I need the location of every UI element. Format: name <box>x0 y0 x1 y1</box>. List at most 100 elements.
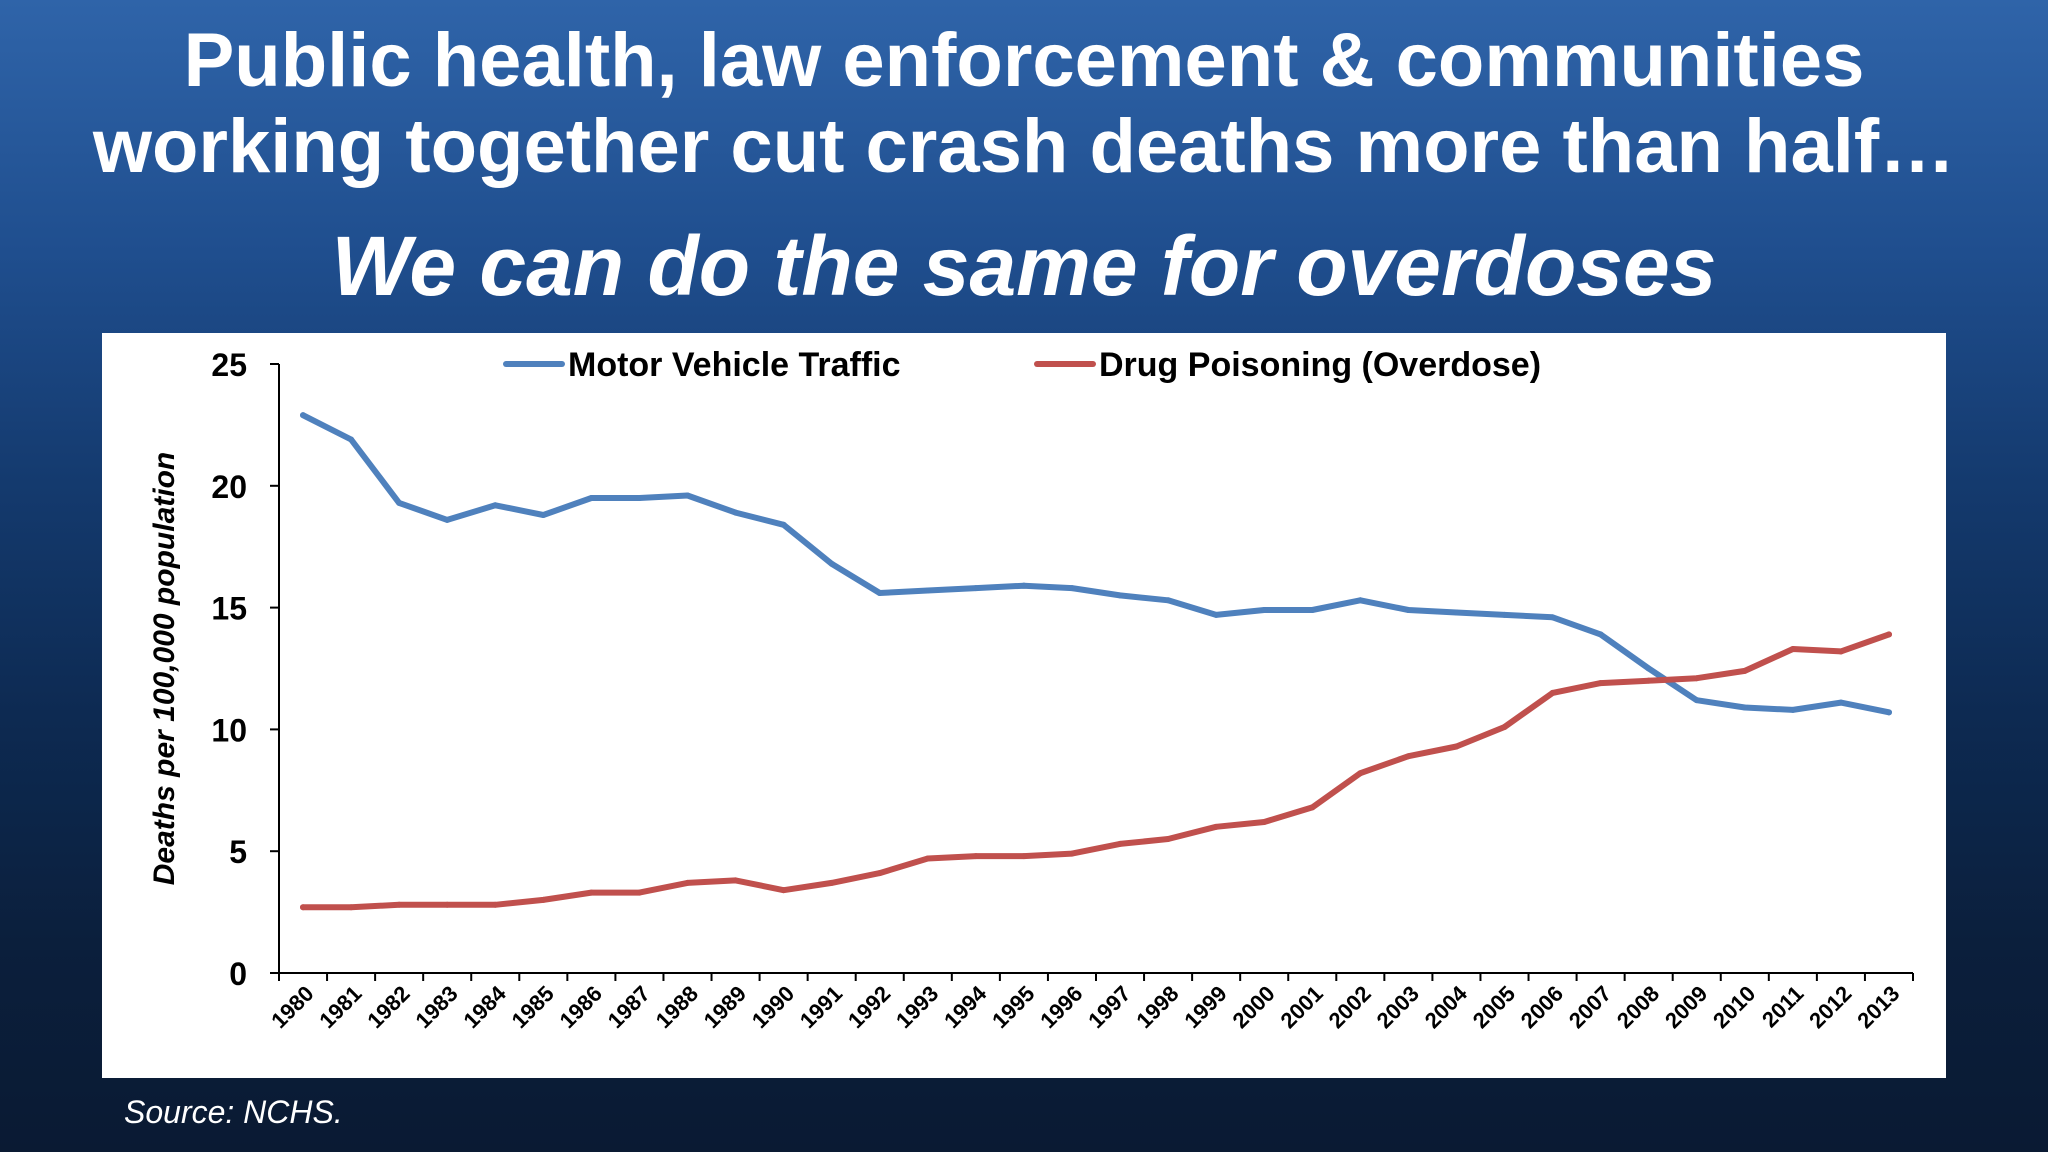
data-point-drug-poisoning <box>396 901 403 908</box>
data-point-motor-vehicle <box>1213 611 1220 618</box>
x-tick-label: 2008 <box>1612 981 1664 1033</box>
x-tick-label: 1996 <box>1035 981 1087 1033</box>
data-point-motor-vehicle <box>1068 585 1075 592</box>
x-tick-label: 1993 <box>891 981 943 1033</box>
x-tick-label: 1995 <box>987 981 1039 1033</box>
data-point-motor-vehicle <box>1165 597 1172 604</box>
data-point-motor-vehicle <box>1309 607 1316 614</box>
x-tick-label: 1987 <box>603 981 655 1033</box>
data-point-drug-poisoning <box>1549 689 1556 696</box>
data-point-drug-poisoning <box>636 889 643 896</box>
x-tick-label: 2006 <box>1516 981 1568 1033</box>
data-point-drug-poisoning <box>732 877 739 884</box>
y-tick-label: 25 <box>211 347 247 383</box>
data-point-drug-poisoning <box>1501 723 1508 730</box>
data-point-motor-vehicle <box>972 585 979 592</box>
x-tick-label: 2010 <box>1708 981 1760 1033</box>
data-point-drug-poisoning <box>972 853 979 860</box>
data-point-motor-vehicle <box>348 436 355 443</box>
y-axis-label: Deaths per 100,000 population <box>148 452 181 885</box>
slide-title-line-2: working together cut crash deaths more t… <box>92 104 1956 189</box>
data-point-drug-poisoning <box>1068 850 1075 857</box>
data-point-motor-vehicle <box>1789 706 1796 713</box>
data-point-drug-poisoning <box>444 901 451 908</box>
data-point-motor-vehicle <box>1117 592 1124 599</box>
x-tick-label: 2003 <box>1372 981 1424 1033</box>
slide-subtitle: We can do the same for overdoses <box>331 219 1717 313</box>
x-tick-label: 2012 <box>1804 981 1856 1033</box>
line-chart: 0510152025198019811982198319841985198619… <box>148 346 1914 1033</box>
x-tick-label: 2001 <box>1276 981 1328 1033</box>
x-tick-label: 1994 <box>939 980 992 1033</box>
data-point-motor-vehicle <box>1693 697 1700 704</box>
x-tick-label: 2009 <box>1660 981 1712 1033</box>
data-point-drug-poisoning <box>300 904 307 911</box>
x-tick-label: 1988 <box>651 981 703 1033</box>
series-line-drug-poisoning <box>300 631 1892 911</box>
x-tick-label: 1989 <box>699 981 751 1033</box>
data-point-motor-vehicle <box>540 512 547 519</box>
data-point-drug-poisoning <box>1405 753 1412 760</box>
data-point-drug-poisoning <box>828 879 835 886</box>
data-point-drug-poisoning <box>588 889 595 896</box>
data-point-motor-vehicle <box>1549 614 1556 621</box>
y-tick-label: 5 <box>229 834 247 870</box>
x-tick-label: 2004 <box>1420 980 1473 1033</box>
data-point-motor-vehicle <box>1501 611 1508 618</box>
x-tick-label: 1985 <box>507 981 559 1033</box>
x-tick-label: 1998 <box>1131 981 1183 1033</box>
x-tick-label: 1986 <box>555 981 607 1033</box>
data-point-drug-poisoning <box>1837 648 1844 655</box>
data-point-drug-poisoning <box>1885 631 1892 638</box>
data-point-drug-poisoning <box>1020 853 1027 860</box>
x-tick-label: 1984 <box>459 980 512 1033</box>
data-point-drug-poisoning <box>1453 743 1460 750</box>
data-point-motor-vehicle <box>300 412 307 419</box>
data-point-motor-vehicle <box>1837 699 1844 706</box>
x-tick-label: 1980 <box>266 981 318 1033</box>
x-tick-label: 2013 <box>1852 981 1904 1033</box>
data-point-drug-poisoning <box>1693 675 1700 682</box>
x-tick-label: 1982 <box>362 981 414 1033</box>
x-tick-label: 1990 <box>747 981 799 1033</box>
x-tick-label: 2007 <box>1564 981 1616 1033</box>
data-point-motor-vehicle <box>396 499 403 506</box>
x-tick-label: 1991 <box>795 981 847 1033</box>
data-point-drug-poisoning <box>1597 680 1604 687</box>
data-point-motor-vehicle <box>1357 597 1364 604</box>
data-point-motor-vehicle <box>1020 582 1027 589</box>
x-tick-label: 2002 <box>1324 981 1376 1033</box>
data-point-motor-vehicle <box>684 492 691 499</box>
data-point-motor-vehicle <box>828 560 835 567</box>
data-point-motor-vehicle <box>1885 709 1892 716</box>
data-point-drug-poisoning <box>684 879 691 886</box>
data-point-motor-vehicle <box>1453 609 1460 616</box>
data-point-drug-poisoning <box>1357 770 1364 777</box>
data-point-drug-poisoning <box>492 901 499 908</box>
y-tick-label: 20 <box>211 469 247 505</box>
x-tick-label: 2005 <box>1468 981 1520 1033</box>
data-point-motor-vehicle <box>444 516 451 523</box>
data-point-motor-vehicle <box>1597 631 1604 638</box>
y-tick-label: 10 <box>211 712 247 748</box>
data-point-motor-vehicle <box>1405 607 1412 614</box>
data-point-motor-vehicle <box>588 494 595 501</box>
data-point-drug-poisoning <box>1789 646 1796 653</box>
data-point-motor-vehicle <box>636 494 643 501</box>
data-point-motor-vehicle <box>780 521 787 528</box>
data-point-drug-poisoning <box>1165 836 1172 843</box>
data-point-motor-vehicle <box>876 589 883 596</box>
x-tick-label: 2000 <box>1227 981 1279 1033</box>
data-point-motor-vehicle <box>1645 665 1652 672</box>
data-point-drug-poisoning <box>1309 804 1316 811</box>
data-point-motor-vehicle <box>924 587 931 594</box>
x-tick-label: 1981 <box>314 981 366 1033</box>
source-note: Source: NCHS. <box>124 1094 343 1130</box>
x-tick-label: 1999 <box>1179 981 1231 1033</box>
data-point-drug-poisoning <box>1645 677 1652 684</box>
legend-label-motor-vehicle: Motor Vehicle Traffic <box>568 346 901 384</box>
data-point-drug-poisoning <box>1213 823 1220 830</box>
data-point-drug-poisoning <box>1261 818 1268 825</box>
data-point-drug-poisoning <box>540 896 547 903</box>
data-point-drug-poisoning <box>924 855 931 862</box>
